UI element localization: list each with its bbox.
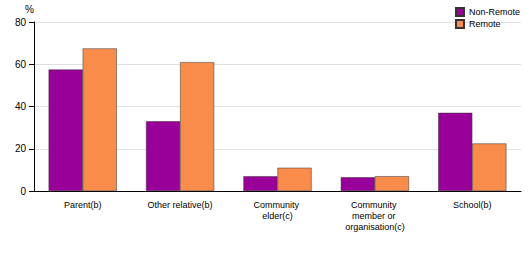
svg-text:Remote: Remote: [469, 19, 501, 29]
svg-text:organisation(c): organisation(c): [345, 222, 405, 232]
svg-text:0: 0: [20, 186, 26, 197]
svg-text:Community: Community: [351, 200, 399, 210]
svg-text:Other relative(b): Other relative(b): [148, 200, 213, 210]
svg-text:20: 20: [15, 143, 27, 154]
svg-text:Community: Community: [253, 200, 301, 210]
svg-text:%: %: [25, 4, 34, 15]
svg-text:80: 80: [15, 17, 27, 28]
svg-text:Non-Remote: Non-Remote: [469, 7, 520, 17]
svg-text:60: 60: [15, 59, 27, 70]
svg-text:40: 40: [15, 101, 27, 112]
svg-text:member or: member or: [352, 211, 398, 221]
svg-text:elder(c): elder(c): [262, 211, 293, 221]
svg-text:School(b): School(b): [453, 200, 492, 210]
svg-text:Parent(b): Parent(b): [64, 200, 102, 210]
